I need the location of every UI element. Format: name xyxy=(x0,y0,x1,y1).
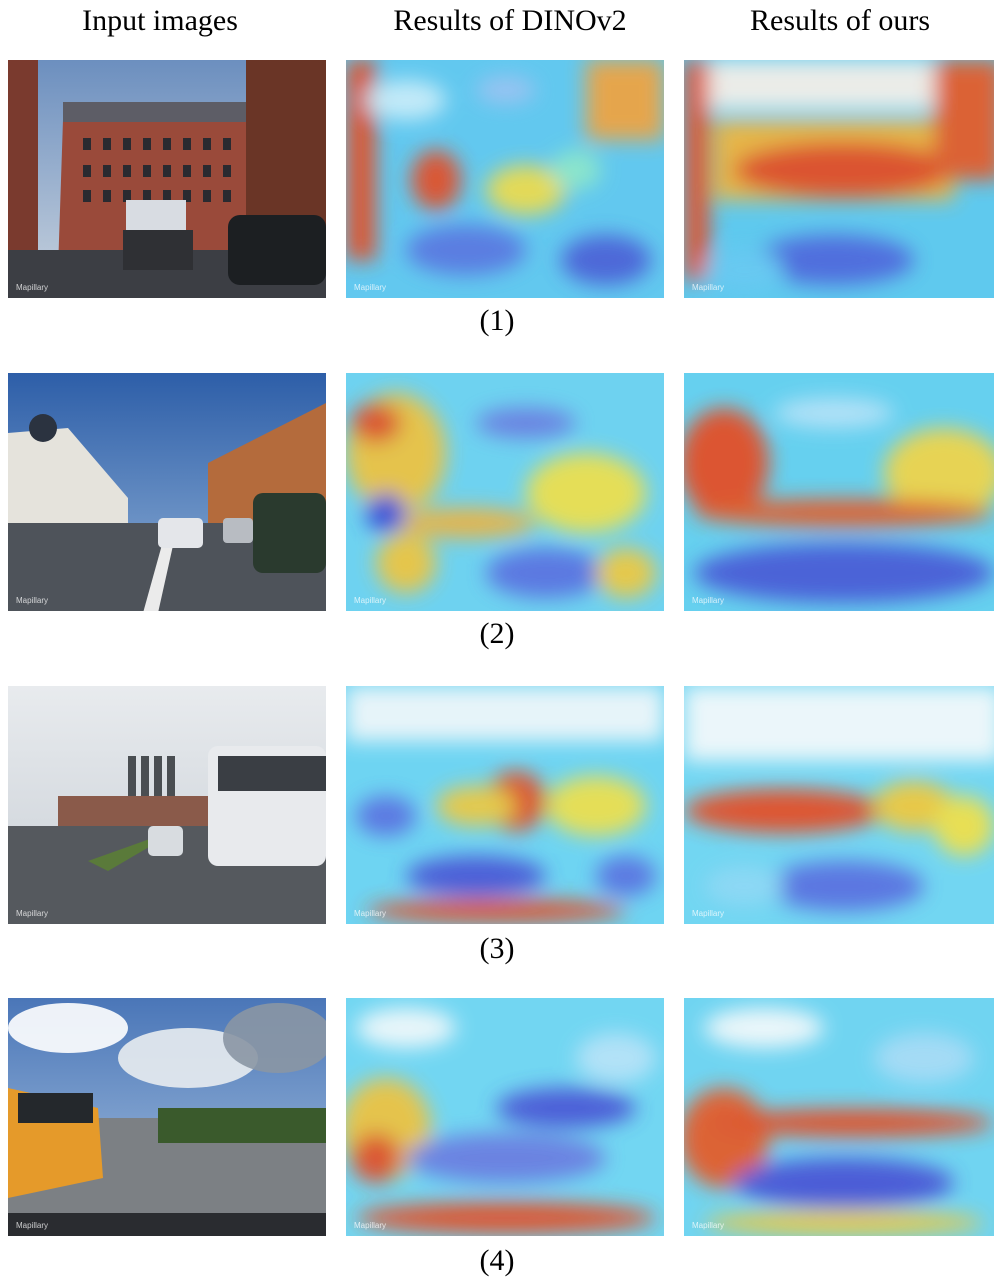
watermark-text: Mapillary xyxy=(692,596,725,605)
ours-heatmap-2: Mapillary xyxy=(684,373,994,611)
watermark-text: Mapillary xyxy=(692,283,725,292)
ours-heatmap-1: Mapillary xyxy=(684,60,994,298)
watermark-text: Mapillary xyxy=(16,283,49,292)
input-image-4: Mapillary xyxy=(8,998,326,1236)
ours-heatmap-3: Mapillary xyxy=(684,686,994,924)
dinov2-heatmap-4: Mapillary xyxy=(346,998,664,1236)
input-image-2: Mapillary xyxy=(8,373,326,611)
header-our-results: Results of ours xyxy=(750,4,930,37)
header-dinov2-results: Results of DINOv2 xyxy=(393,4,627,37)
watermark-text: Mapillary xyxy=(354,909,387,918)
watermark-text: Mapillary xyxy=(16,1221,49,1230)
dinov2-heatmap-2: Mapillary xyxy=(346,373,664,611)
watermark-text: Mapillary xyxy=(692,1221,725,1230)
row-label-3: (3) xyxy=(479,932,515,965)
row-label-1: (1) xyxy=(479,304,515,337)
input-image-1: Mapillary xyxy=(8,60,326,298)
watermark-text: Mapillary xyxy=(354,596,387,605)
watermark-text: Mapillary xyxy=(354,283,387,292)
input-image-3: Mapillary xyxy=(8,686,326,924)
watermark-text: Mapillary xyxy=(16,909,49,918)
header-input-images: Input images xyxy=(82,4,238,37)
watermark-text: Mapillary xyxy=(354,1221,387,1230)
watermark-text: Mapillary xyxy=(16,596,49,605)
dinov2-heatmap-3: Mapillary xyxy=(346,686,664,924)
watermark-text: Mapillary xyxy=(692,909,725,918)
row-label-2: (2) xyxy=(479,617,515,650)
ours-heatmap-4: Mapillary xyxy=(684,998,994,1236)
dinov2-heatmap-1: Mapillary xyxy=(346,60,664,298)
row-label-4: (4) xyxy=(479,1244,515,1277)
